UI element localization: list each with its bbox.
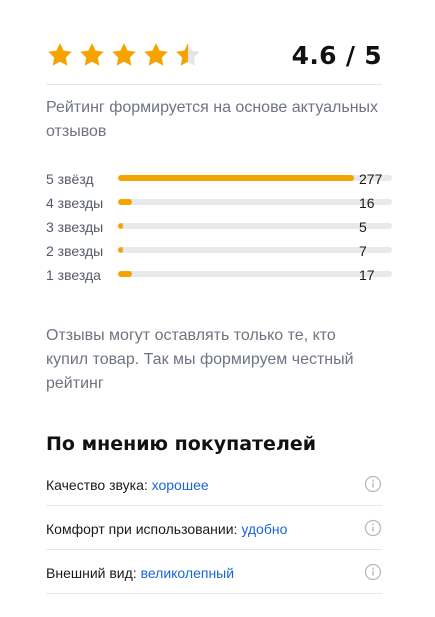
star-full-icon <box>144 43 168 66</box>
histogram-row-3: 3 звезды 5 <box>46 216 392 240</box>
opinion-value: удобно <box>241 521 288 537</box>
histogram-label: 4 звезды <box>46 195 104 211</box>
rating-histogram: 5 звёзд 277 4 звезды 16 3 звезды 5 2 зве… <box>46 168 392 288</box>
histogram-fill <box>118 223 124 229</box>
star-full-icon <box>48 43 72 66</box>
histogram-count: 277 <box>359 171 383 187</box>
opinions-list: Качество звука: хорошее Комфорт при испо… <box>46 462 382 594</box>
histogram-fill <box>118 247 124 253</box>
opinion-item-comfort: Комфорт при использовании: удобно <box>46 506 382 550</box>
opinion-text: Внешний вид: великолепный <box>46 563 234 583</box>
opinion-label: Качество звука: <box>46 477 148 493</box>
histogram-count: 7 <box>359 243 367 259</box>
star-full-icon <box>112 43 136 66</box>
histogram-count: 16 <box>359 195 375 211</box>
rating-header: 4.6 / 5 <box>46 38 382 74</box>
info-icon[interactable] <box>364 475 382 493</box>
reviews-note: Отзывы могут оставлять только те, кто ку… <box>46 327 354 392</box>
rating-stars <box>46 41 202 69</box>
star-full-icon <box>80 43 104 66</box>
opinion-item-appearance: Внешний вид: великолепный <box>46 550 382 594</box>
histogram-label: 2 звезды <box>46 243 104 259</box>
histogram-track <box>118 175 392 181</box>
rating-description: Рейтинг формируется на основе актуальных… <box>46 99 379 140</box>
histogram-fill <box>118 175 354 181</box>
rating-score: 4.6 / 5 <box>291 41 382 70</box>
histogram-fill <box>118 199 132 205</box>
histogram-label: 1 звезда <box>46 267 101 283</box>
star-half-icon <box>176 43 200 66</box>
histogram-row-4: 4 звезды 16 <box>46 192 392 216</box>
histogram-count: 5 <box>359 219 367 235</box>
histogram-fill <box>118 271 132 277</box>
histogram-track <box>118 199 392 205</box>
opinion-value: великолепный <box>140 565 235 581</box>
info-icon[interactable] <box>364 519 382 537</box>
opinion-label: Внешний вид: <box>46 565 137 581</box>
divider <box>46 84 382 85</box>
histogram-count: 17 <box>359 267 375 283</box>
histogram-row-2: 2 звезды 7 <box>46 240 392 264</box>
histogram-label: 3 звезды <box>46 219 104 235</box>
section-title: По мнению покупателей <box>46 433 317 455</box>
histogram-track <box>118 223 392 229</box>
histogram-track <box>118 247 392 253</box>
histogram-row-5: 5 звёзд 277 <box>46 168 392 192</box>
opinion-text: Комфорт при использовании: удобно <box>46 519 287 539</box>
histogram-track <box>118 271 392 277</box>
opinion-value: хорошее <box>151 477 209 493</box>
opinion-text: Качество звука: хорошее <box>46 475 209 495</box>
info-icon[interactable] <box>364 563 382 581</box>
histogram-label: 5 звёзд <box>46 171 94 187</box>
histogram-row-1: 1 звезда 17 <box>46 264 392 288</box>
opinion-label: Комфорт при использовании: <box>46 521 238 537</box>
opinion-item-sound-quality: Качество звука: хорошее <box>46 462 382 506</box>
